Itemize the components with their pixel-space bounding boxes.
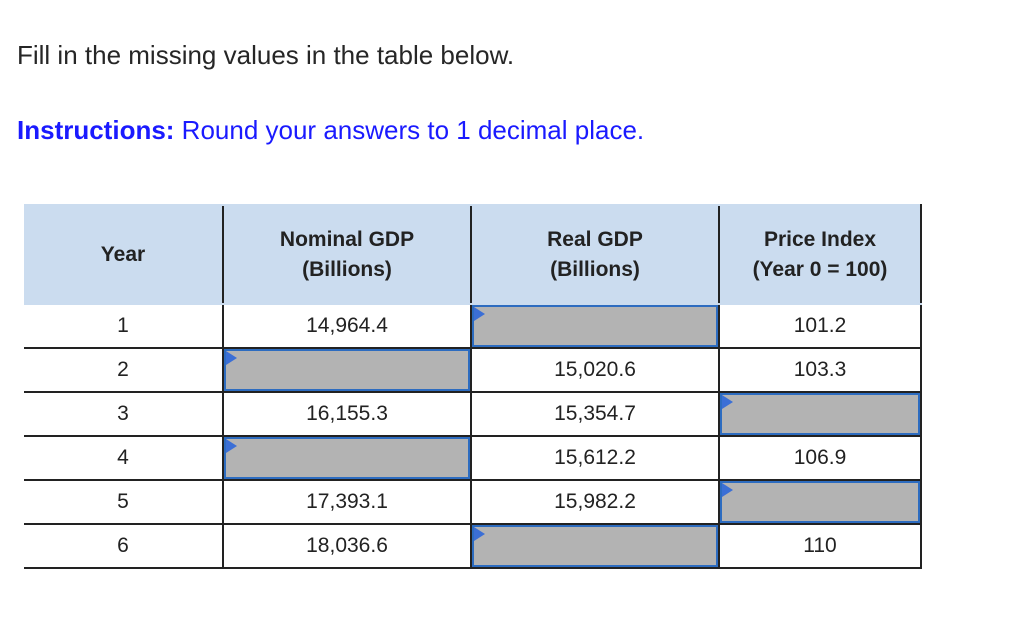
cell-marker-icon	[722, 483, 733, 497]
year-cell: 1	[24, 303, 223, 348]
nominal-gdp-cell: 18,036.6	[222, 523, 471, 569]
real-gdp-input[interactable]	[472, 525, 718, 567]
instructions: Instructions: Round your answers to 1 de…	[17, 114, 644, 146]
cell-marker-icon	[722, 395, 733, 409]
header-nominal-gdp: Nominal GDP (Billions)	[222, 204, 471, 305]
real-gdp-answer-cell[interactable]	[470, 523, 719, 569]
table-row: 2 15,020.6 103.3	[24, 347, 922, 392]
header-real-gdp: Real GDP (Billions)	[470, 204, 719, 305]
year-cell: 4	[24, 435, 223, 480]
real-gdp-answer-cell[interactable]	[470, 303, 719, 348]
real-gdp-cell: 15,982.2	[470, 479, 719, 524]
year-cell: 5	[24, 479, 223, 524]
cell-marker-icon	[474, 307, 485, 321]
year-cell: 3	[24, 391, 223, 436]
table-body: 1 14,964.4 101.2 2 15,020.6 103.3 3 16,155.3 15,…	[24, 303, 922, 569]
nominal-gdp-cell: 14,964.4	[222, 303, 471, 348]
table-row: 6 18,036.6 110	[24, 523, 922, 569]
price-index-cell: 103.3	[718, 347, 922, 392]
nominal-gdp-answer-cell[interactable]	[222, 347, 471, 392]
price-index-cell: 106.9	[718, 435, 922, 480]
table-row: 4 15,612.2 106.9	[24, 435, 922, 480]
real-gdp-cell: 15,020.6	[470, 347, 719, 392]
cell-marker-icon	[474, 527, 485, 541]
nominal-gdp-input[interactable]	[224, 437, 470, 479]
instructions-text: Round your answers to 1 decimal place.	[174, 115, 645, 145]
cell-marker-icon	[226, 351, 237, 365]
table-header-row: Year Nominal GDP (Billions) Real GDP (Bill…	[24, 204, 922, 305]
table-row: 3 16,155.3 15,354.7	[24, 391, 922, 436]
question-prompt: Fill in the missing values in the table …	[17, 40, 515, 70]
year-cell: 6	[24, 523, 223, 569]
nominal-gdp-input[interactable]	[224, 349, 470, 391]
nominal-gdp-cell: 17,393.1	[222, 479, 471, 524]
real-gdp-cell: 15,354.7	[470, 391, 719, 436]
year-cell: 2	[24, 347, 223, 392]
nominal-gdp-cell: 16,155.3	[222, 391, 471, 436]
price-index-answer-cell[interactable]	[718, 391, 922, 436]
real-gdp-input[interactable]	[472, 305, 718, 347]
gdp-table: Year Nominal GDP (Billions) Real GDP (Bill…	[24, 204, 922, 569]
table-row: 5 17,393.1 15,982.2	[24, 479, 922, 524]
header-price-index: Price Index (Year 0 = 100)	[718, 204, 922, 305]
price-index-answer-cell[interactable]	[718, 479, 922, 524]
header-year: Year	[24, 204, 223, 305]
price-index-input[interactable]	[720, 393, 920, 435]
instructions-label: Instructions:	[17, 115, 175, 145]
table-row: 1 14,964.4 101.2	[24, 303, 922, 348]
price-index-cell: 110	[718, 523, 922, 569]
cell-marker-icon	[226, 439, 237, 453]
price-index-cell: 101.2	[718, 303, 922, 348]
price-index-input[interactable]	[720, 481, 920, 523]
nominal-gdp-answer-cell[interactable]	[222, 435, 471, 480]
real-gdp-cell: 15,612.2	[470, 435, 719, 480]
